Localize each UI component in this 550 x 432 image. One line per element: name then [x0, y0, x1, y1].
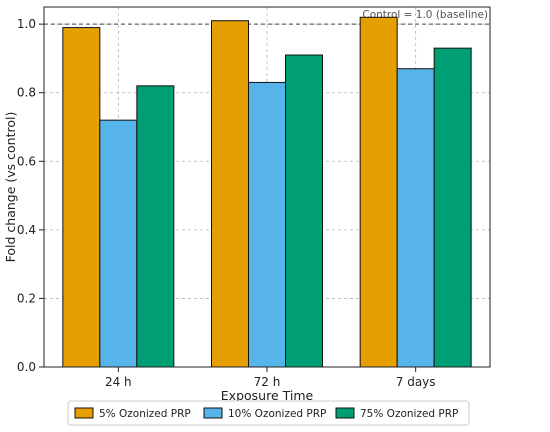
x-tick-label: 7 days — [396, 375, 436, 389]
y-tick-label: 0.4 — [17, 223, 36, 237]
bar — [136, 85, 175, 368]
y-tick-label: 1.0 — [17, 17, 36, 31]
x-axis-ticks: 24 h 72 h 7 days — [105, 367, 436, 389]
x-axis-label: Exposure Time — [221, 388, 314, 403]
bar — [285, 54, 323, 368]
legend-label: 75% Ozonized PRP — [360, 408, 458, 420]
bar — [99, 119, 138, 368]
y-axis-ticks: 0.0 0.2 0.4 0.6 0.8 1.0 — [17, 17, 44, 374]
legend-box — [67, 400, 470, 426]
y-tick-label: 0.2 — [17, 291, 36, 305]
legend-label: 10% Ozonized PRP — [228, 408, 326, 420]
bar — [433, 47, 472, 368]
y-tick-label: 0.0 — [17, 360, 36, 374]
bar — [62, 27, 101, 368]
legend: 5% Ozonized PRP 10% Ozonized PRP 75% Ozoni… — [67, 400, 470, 426]
y-tick-label: 0.6 — [17, 154, 36, 168]
legend-swatch — [203, 407, 223, 419]
x-tick-label: 24 h — [105, 375, 132, 389]
bar — [248, 81, 286, 368]
bar — [396, 68, 435, 368]
bars — [62, 16, 472, 368]
bar — [211, 20, 249, 368]
y-tick-label: 0.8 — [17, 86, 36, 100]
legend-swatch — [74, 407, 94, 419]
legend-swatch — [335, 407, 355, 419]
bar — [359, 16, 398, 368]
y-axis-label: Fold change (vs control) — [3, 112, 18, 263]
x-tick-label: 72 h — [254, 375, 281, 389]
legend-label: 5% Ozonized PRP — [99, 408, 191, 420]
